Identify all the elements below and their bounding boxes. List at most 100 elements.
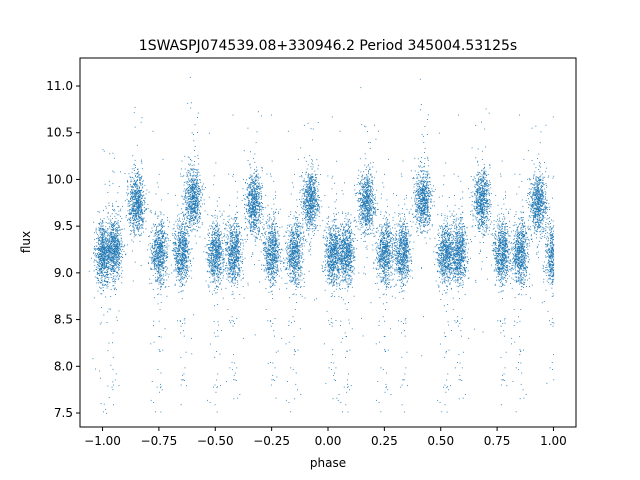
data-point — [187, 231, 188, 232]
data-point — [219, 228, 220, 229]
data-point — [214, 270, 215, 271]
data-point — [176, 269, 177, 270]
data-point — [185, 233, 186, 234]
data-point — [165, 287, 166, 288]
data-point — [163, 270, 164, 271]
data-point — [104, 249, 105, 250]
data-point — [110, 309, 111, 310]
data-point — [141, 210, 142, 211]
data-point — [135, 235, 136, 236]
data-point — [158, 369, 159, 370]
data-point — [114, 288, 115, 289]
data-point — [213, 255, 214, 256]
data-point — [182, 219, 183, 220]
data-point — [184, 235, 185, 236]
data-point — [176, 261, 177, 262]
data-point — [217, 238, 218, 239]
data-point — [156, 240, 157, 241]
data-point — [113, 266, 114, 267]
data-point — [127, 195, 128, 196]
data-point — [183, 236, 184, 237]
data-point — [183, 245, 184, 246]
data-point — [184, 182, 185, 183]
data-point — [129, 212, 130, 213]
data-point — [196, 214, 197, 215]
data-point — [114, 235, 115, 236]
data-point — [155, 212, 156, 213]
data-point — [125, 200, 126, 201]
data-point — [192, 208, 193, 209]
data-point — [180, 268, 181, 269]
data-point — [162, 237, 163, 238]
data-point — [107, 271, 108, 272]
data-point — [151, 283, 152, 284]
data-point — [212, 216, 213, 217]
data-point — [194, 189, 195, 190]
data-point — [165, 275, 166, 276]
data-point — [120, 171, 121, 172]
data-point — [114, 250, 115, 251]
data-point — [134, 211, 135, 212]
data-point — [220, 241, 221, 242]
data-point — [195, 176, 196, 177]
data-point — [160, 257, 161, 258]
data-point — [139, 203, 140, 204]
data-point — [138, 212, 139, 213]
data-point — [103, 261, 104, 262]
data-point — [212, 255, 213, 256]
data-point — [151, 269, 152, 270]
data-point — [101, 269, 102, 270]
data-point — [155, 252, 156, 253]
data-point — [133, 218, 134, 219]
data-point — [184, 237, 185, 238]
data-point — [190, 198, 191, 199]
data-point — [228, 274, 229, 275]
data-point — [117, 239, 118, 240]
data-point — [118, 233, 119, 234]
data-point — [107, 257, 108, 258]
data-point — [184, 188, 185, 189]
data-point — [117, 245, 118, 246]
data-point — [210, 262, 211, 263]
data-point — [109, 238, 110, 239]
data-point — [213, 268, 214, 269]
data-point — [96, 283, 97, 284]
data-point — [129, 206, 130, 207]
data-point — [160, 289, 161, 290]
data-point — [113, 265, 114, 266]
data-point — [190, 215, 191, 216]
data-point — [105, 409, 106, 410]
data-point — [107, 272, 108, 273]
data-point — [117, 259, 118, 260]
data-point — [219, 237, 220, 238]
data-point — [109, 259, 110, 260]
data-point — [181, 291, 182, 292]
data-point — [155, 232, 156, 233]
data-point — [200, 214, 201, 215]
data-point — [160, 387, 161, 388]
data-point — [94, 248, 95, 249]
data-point — [139, 220, 140, 221]
data-point — [134, 217, 135, 218]
data-point — [167, 243, 168, 244]
data-point — [192, 184, 193, 185]
data-point — [186, 188, 187, 189]
data-point — [105, 238, 106, 239]
data-point — [107, 322, 108, 323]
data-point — [131, 198, 132, 199]
data-point — [184, 320, 185, 321]
data-point — [189, 196, 190, 197]
data-point — [98, 244, 99, 245]
data-point — [110, 267, 111, 268]
data-point — [137, 180, 138, 181]
data-point — [144, 204, 145, 205]
data-point — [139, 217, 140, 218]
data-point — [137, 179, 138, 180]
data-point — [240, 249, 241, 250]
data-point — [215, 163, 216, 164]
data-point — [156, 261, 157, 262]
data-point — [156, 253, 157, 254]
data-point — [133, 215, 134, 216]
data-point — [93, 358, 94, 359]
data-point — [121, 238, 122, 239]
